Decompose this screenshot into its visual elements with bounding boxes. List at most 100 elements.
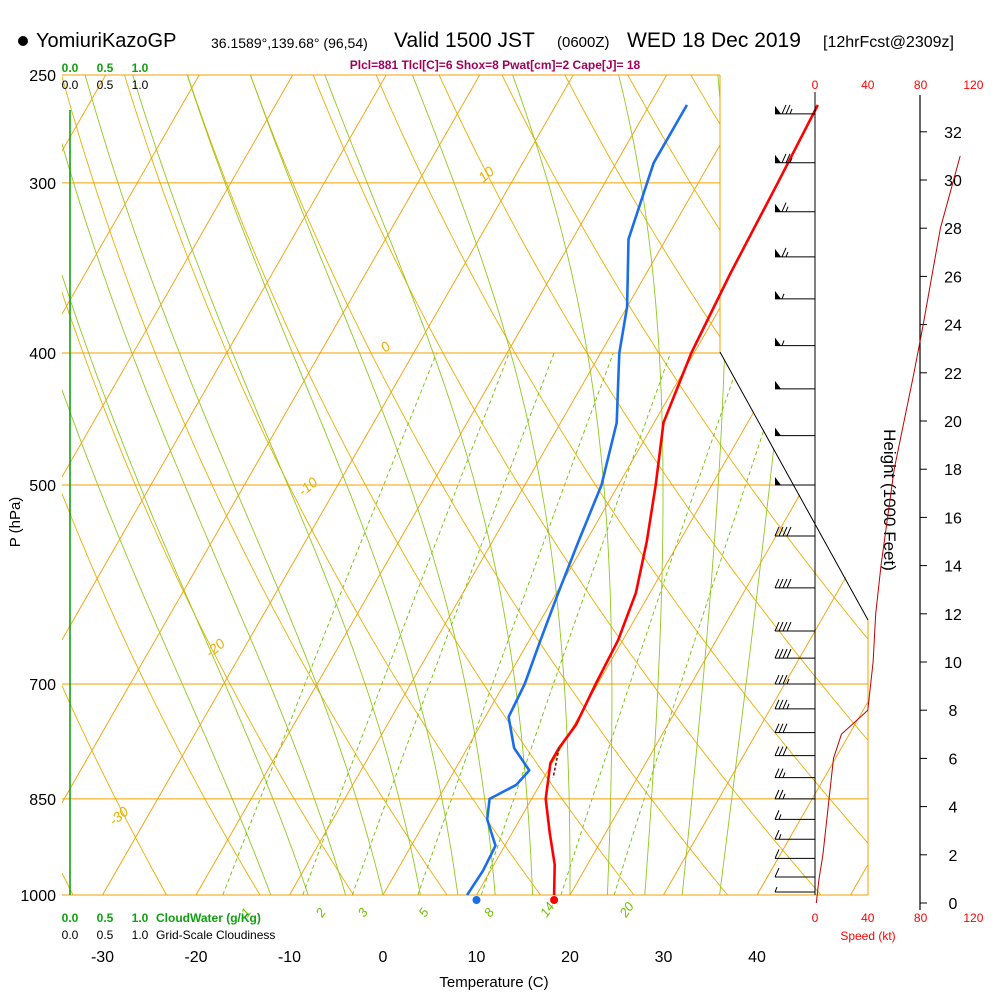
pressure-tick-label: 500 [29,478,56,495]
wind-barb-full [778,578,784,589]
temperature-line [544,104,819,896]
wind-barb-half [786,678,790,685]
height-tick-label: 22 [944,366,962,383]
wind-barb-half [774,886,778,893]
speed-bottom-tick: 120 [963,911,983,925]
isotherm-line [944,75,1000,895]
wind-barb-half [781,340,785,346]
temperature-tick-label: 20 [561,949,579,966]
isotherm-line [663,537,868,896]
wind-barb-half [782,793,786,800]
mixing-ratio-line [480,352,671,896]
wind-barb-full [778,789,784,800]
speed-bottom-tick: 0 [812,911,819,925]
cloud-water-bottom-tick: 0.5 [97,911,114,925]
wind-barb-full [774,849,780,859]
station-bullet-icon [18,36,28,46]
pressure-tick-label: 1000 [20,888,56,905]
cloudiness-bottom-tick: 0.0 [62,928,79,942]
height-tick-label: 2 [949,848,958,865]
wind-barb-full [781,153,787,163]
wind-barb [774,867,815,878]
isotherm-line [0,75,12,895]
wind-barb [774,699,815,710]
dry-adiabat [438,75,868,741]
wind-barb [775,202,815,213]
wind-barb-full [782,746,788,756]
wind-barb-pennant [775,477,781,485]
panel-diagonal [719,351,869,621]
wind-barb [774,746,815,757]
speed-top-tick: 0 [812,78,819,92]
wind-barb-pennant [775,380,781,389]
wind-barb [774,849,815,859]
height-tick-label: 18 [944,462,962,479]
wind-barb [775,153,815,164]
height-tick-label: 28 [944,221,962,238]
wind-barb-pennant [775,203,781,212]
temperature-tick-label: -30 [91,949,114,966]
dewpoint-line [466,104,689,896]
wind-barb-half [778,814,782,820]
dry-adiabat [62,492,261,896]
moist-adiabat [132,75,421,896]
height-tick-label: 26 [944,269,962,286]
dry-adiabat [249,75,728,896]
wind-barb [775,477,815,486]
cloudiness-label: Grid-Scale Cloudiness [156,928,275,942]
wind-barb-half [786,703,790,710]
wind-barb [775,247,815,258]
mixing-ratio-label: 14 [537,899,558,919]
station-name: YomiuriKazoGP [36,30,177,52]
forecast-tag: [12hrFcst@2309z] [823,34,954,51]
wind-barb [775,427,815,437]
chart-header: YomiuriKazoGP 36.1589°,139.68° (96,54) V… [0,28,1000,60]
pressure-tick-label: 250 [29,68,56,85]
dry-adiabat [186,75,635,896]
dry-adiabat [62,75,448,896]
wind-barb [774,526,815,537]
height-tick-label: 12 [944,607,962,624]
pressure-tick-label: 850 [29,792,56,809]
mixing-ratio-label: 8 [481,905,498,920]
diagonal-mask [720,70,870,620]
wind-barb-half [789,108,793,115]
wind-barb [775,290,815,300]
mixing-ratio-line [613,352,791,896]
wind-barb-full [782,648,788,659]
mixing-ratio-label: 20 [616,899,638,921]
dry-adiabat [501,75,868,640]
dry-adiabat-label: -20 [202,635,228,660]
wind-barb-full [778,621,784,632]
wind-barb-pennant [775,290,781,299]
dry-adiabat [375,75,868,844]
height-tick-label: 6 [949,751,958,768]
wind-barb [774,830,815,840]
pressure-tick-label: 400 [29,346,56,363]
wind-barb [774,723,815,734]
wind-barb [774,674,815,685]
wind-barb-full [778,768,784,778]
parcel-path [552,747,560,778]
cloud-water-top-tick: 0.5 [97,61,114,75]
mixing-ratio-label: 3 [354,905,371,920]
wind-barb-full [774,648,780,659]
wind-barb-full [774,526,780,537]
surface-temperature-dot [550,896,559,904]
cloud-water-top-tick: 1.0 [132,61,149,75]
wind-barb-full [781,247,787,258]
speed-top-tick: 120 [963,78,983,92]
temperature-tick-label: 40 [748,949,766,966]
isotherm-line [850,863,868,896]
height-tick-label: 4 [949,800,958,817]
moist-adiabat [84,75,384,896]
wind-barb [774,621,815,632]
height-tick-label: 14 [944,559,962,576]
wind-barb-full [774,810,780,820]
wind-barb-half [785,251,789,258]
wind-barb-full [778,746,784,756]
wind-barb [774,648,815,659]
wind-barb [775,104,815,115]
cloud-water-top-tick: 0.0 [62,61,79,75]
